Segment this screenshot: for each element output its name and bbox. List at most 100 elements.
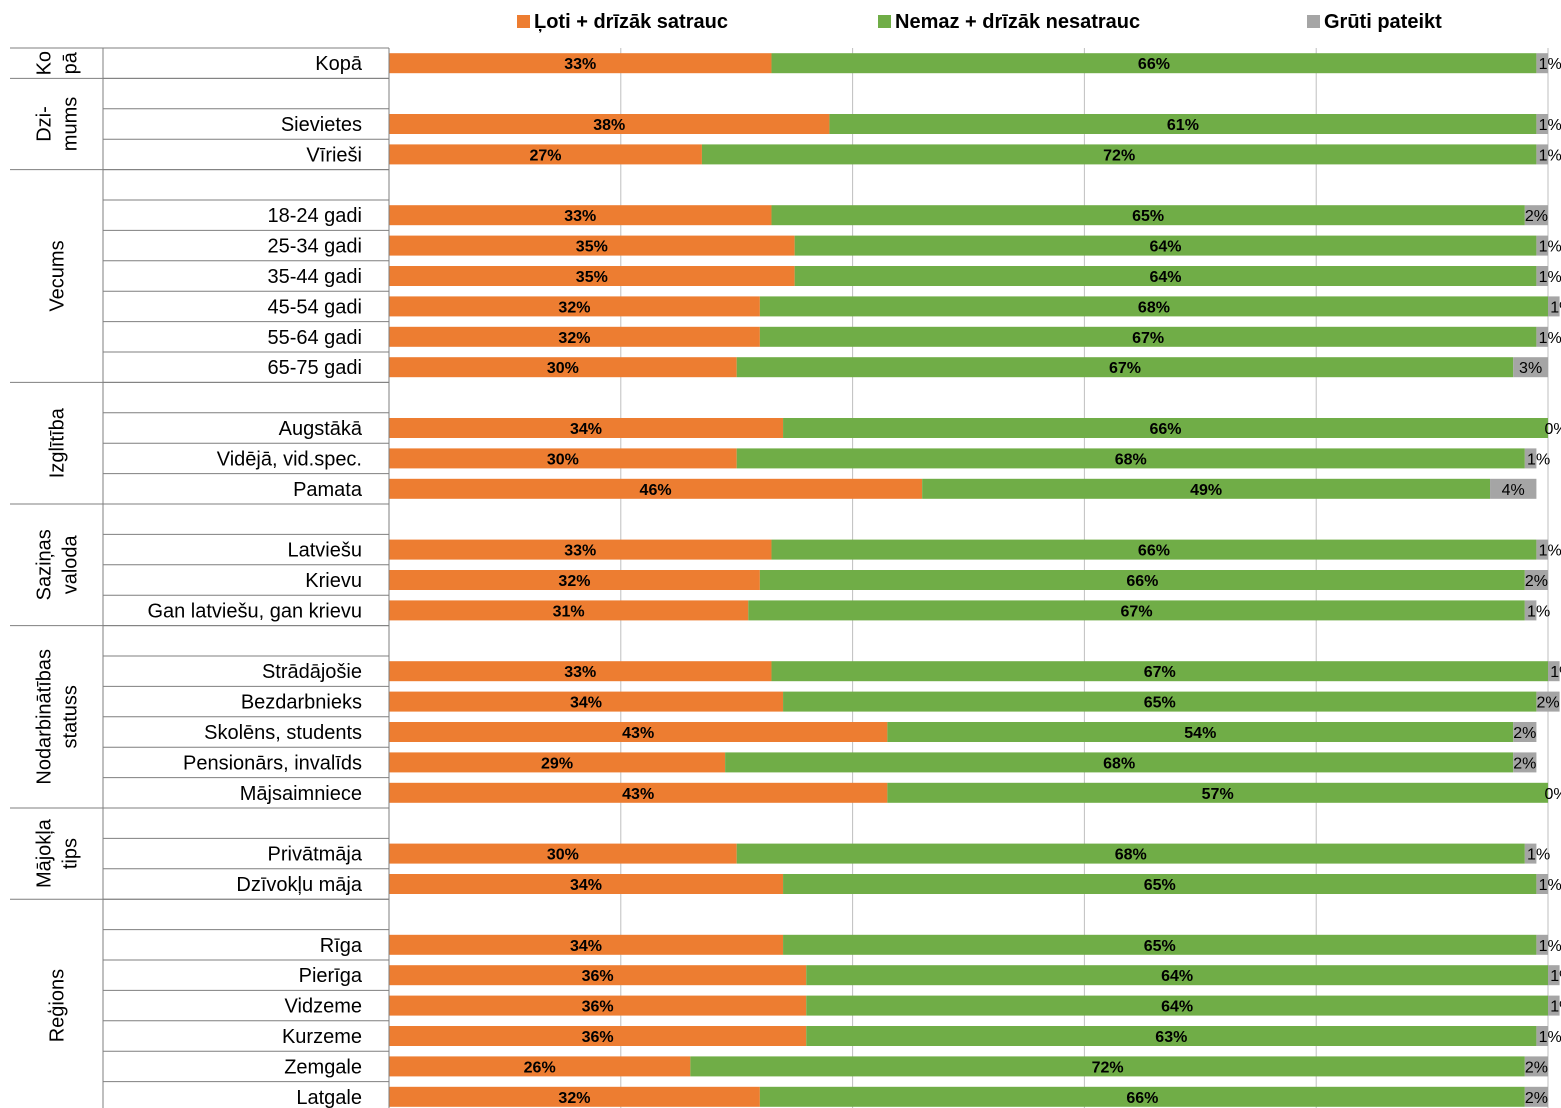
legend-swatch-1 — [517, 15, 530, 28]
bar-segment — [1536, 326, 1548, 347]
category-label: Sievietes — [281, 114, 362, 136]
value-label: 68% — [1115, 847, 1147, 864]
value-label: 43% — [622, 725, 654, 742]
value-label: 32% — [558, 330, 590, 347]
bar-segment — [1548, 661, 1560, 682]
bar-segment — [389, 782, 888, 803]
category-label: Bezdarbnieks — [241, 692, 362, 714]
bar-segment — [389, 205, 772, 226]
value-label: 34% — [570, 877, 602, 894]
bar-segment — [783, 934, 1537, 955]
value-label: 33% — [564, 664, 596, 681]
group-label: Izglītība — [47, 407, 69, 478]
value-label: 1% — [1550, 299, 1561, 316]
bar-segment — [389, 600, 749, 621]
legend-swatch-2 — [878, 15, 891, 28]
bar-segment — [1548, 965, 1560, 986]
bar-segment — [1548, 296, 1560, 317]
value-label: 67% — [1121, 603, 1153, 620]
value-label: 65% — [1144, 938, 1176, 955]
bar-segment — [887, 722, 1514, 742]
bar-segment — [389, 691, 784, 712]
bar-segment — [1536, 539, 1548, 560]
value-label: 43% — [622, 786, 654, 803]
category-label: Krievu — [305, 570, 362, 592]
bar-segment — [389, 326, 760, 347]
bar-segment — [389, 843, 737, 864]
category-label: 45-54 gadi — [267, 296, 362, 318]
category-label: Zemgale — [284, 1056, 362, 1078]
bar-segment — [748, 600, 1525, 621]
value-label: 68% — [1103, 755, 1135, 772]
bar-segment — [389, 114, 830, 134]
category-label: Pensionārs, invalīds — [183, 752, 362, 774]
value-label: 64% — [1150, 269, 1182, 286]
value-label: 1% — [1550, 999, 1561, 1016]
group-label: Mājokļa tips — [34, 818, 82, 888]
value-label: 35% — [576, 269, 608, 286]
bar-segment — [389, 478, 923, 499]
value-label: 1% — [1539, 543, 1561, 560]
value-label: 2% — [1513, 755, 1536, 772]
bar-segment — [389, 995, 807, 1016]
value-label: 2% — [1536, 695, 1559, 712]
value-label: 4% — [1502, 482, 1525, 499]
value-label: 0% — [1544, 421, 1561, 438]
category-label: Latgale — [296, 1087, 362, 1108]
bar-segment — [1536, 266, 1548, 286]
value-label: 46% — [640, 482, 672, 499]
value-label: 27% — [529, 147, 561, 164]
value-label: 1% — [1539, 1029, 1561, 1046]
bar-segment — [1536, 144, 1548, 165]
bar-segment — [389, 1086, 760, 1107]
value-label: 32% — [558, 1090, 590, 1107]
category-label: Dzīvokļu māja — [236, 874, 362, 896]
group-label: Saziņas valoda — [34, 529, 82, 600]
bar-segment — [389, 296, 760, 317]
group-label: Dzi-mums — [34, 97, 82, 151]
value-label: 36% — [582, 1029, 614, 1046]
bar-segment — [887, 782, 1548, 803]
value-label: 1% — [1539, 117, 1561, 134]
value-label: 2% — [1525, 1059, 1548, 1076]
value-label: 68% — [1115, 451, 1147, 468]
bar-segment — [1536, 235, 1548, 256]
value-label: 54% — [1184, 725, 1216, 742]
category-label: Mājsaimniece — [240, 783, 362, 805]
bar-segment — [389, 752, 726, 773]
bar-segment — [759, 1086, 1525, 1107]
bar-segment — [736, 448, 1525, 469]
category-label: Pierīga — [299, 965, 363, 987]
category-label: Vidējā, vid.spec. — [217, 448, 362, 470]
bar-segment — [783, 691, 1537, 712]
bar-segment — [771, 205, 1525, 226]
value-label: 33% — [564, 208, 596, 225]
group-label: Nodarbinātības statuss — [34, 649, 82, 785]
value-label: 65% — [1144, 695, 1176, 712]
group-label: Ko pā — [34, 51, 82, 75]
bar-segment — [389, 144, 702, 165]
value-label: 35% — [576, 239, 608, 256]
axes — [10, 47, 390, 1108]
value-label: 57% — [1202, 786, 1234, 803]
value-label: 1% — [1550, 664, 1561, 681]
bar-segment — [725, 752, 1514, 773]
category-label: 18-24 gadi — [267, 205, 362, 227]
value-label: 1% — [1527, 603, 1550, 620]
value-label: 65% — [1132, 208, 1164, 225]
category-label: 35-44 gadi — [267, 266, 362, 288]
bar-segment — [1536, 114, 1548, 134]
value-label: 1% — [1527, 451, 1550, 468]
bar-segment — [389, 448, 737, 469]
bar-segment — [771, 539, 1537, 560]
bar-segment — [1524, 600, 1537, 621]
category-label: Pamata — [293, 479, 363, 501]
bar-segment — [389, 934, 784, 955]
bar-segment — [389, 722, 888, 742]
bar-segment — [771, 661, 1548, 682]
value-label: 66% — [1138, 56, 1170, 73]
value-label: 0% — [1544, 786, 1561, 803]
value-label: 66% — [1126, 1090, 1158, 1107]
bar-segment — [1513, 722, 1537, 742]
